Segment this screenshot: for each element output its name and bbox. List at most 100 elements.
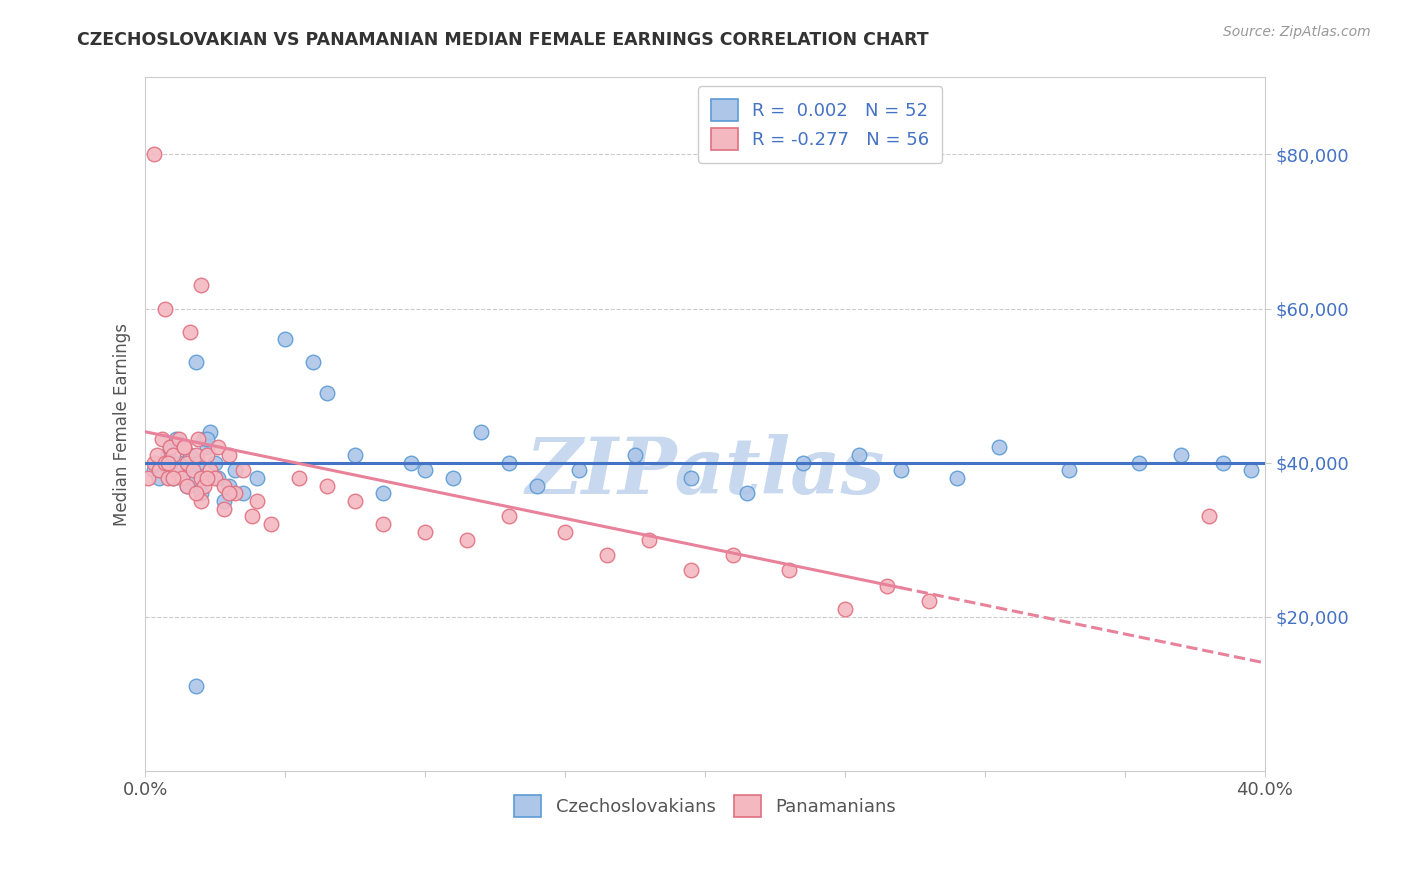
Point (198, 463, 221, 477)
Point (288, 471, 311, 485)
Point (834, 602, 856, 616)
Point (165, 433, 187, 447)
Point (1198, 509, 1220, 524)
Point (224, 486, 246, 500)
Point (162, 471, 184, 485)
Point (1128, 456, 1150, 470)
Point (1212, 456, 1234, 470)
Legend: Czechoslovakians, Panamanians: Czechoslovakians, Panamanians (508, 788, 903, 824)
Point (596, 548, 619, 562)
Point (195, 440, 218, 454)
Point (159, 440, 181, 454)
Point (148, 463, 170, 477)
Point (136, 471, 159, 485)
Point (153, 456, 176, 470)
Point (195, 471, 218, 485)
Point (624, 448, 647, 462)
Point (150, 433, 173, 447)
Text: CZECHOSLOVAKIAN VS PANAMANIAN MEDIAN FEMALE EARNINGS CORRELATION CHART: CZECHOSLOVAKIAN VS PANAMANIAN MEDIAN FEM… (77, 31, 929, 49)
Point (568, 463, 591, 477)
Point (470, 425, 492, 439)
Point (156, 471, 179, 485)
Point (148, 471, 170, 485)
Point (184, 486, 207, 500)
Point (212, 478, 235, 492)
Point (190, 278, 212, 293)
Point (179, 448, 201, 462)
Point (373, 486, 395, 500)
Point (316, 386, 339, 401)
Point (167, 433, 190, 447)
Point (173, 440, 195, 454)
Point (260, 517, 283, 532)
Point (170, 463, 193, 477)
Point (373, 517, 395, 532)
Point (142, 463, 165, 477)
Point (162, 471, 184, 485)
Point (890, 463, 912, 477)
Point (184, 355, 207, 369)
Point (190, 494, 212, 508)
Point (638, 533, 661, 547)
Point (526, 478, 548, 492)
Point (316, 478, 339, 492)
Point (165, 463, 187, 477)
Point (218, 448, 240, 462)
Point (198, 425, 221, 439)
Point (142, 456, 165, 470)
Point (876, 579, 898, 593)
Point (218, 478, 240, 492)
Point (399, 456, 422, 470)
Text: Source: ZipAtlas.com: Source: ZipAtlas.com (1223, 25, 1371, 39)
Point (413, 524, 436, 539)
Point (156, 456, 179, 470)
Point (153, 301, 176, 316)
Point (179, 325, 201, 339)
Point (207, 440, 229, 454)
Point (212, 501, 235, 516)
Point (302, 355, 325, 369)
Point (246, 494, 269, 508)
Point (204, 471, 226, 485)
Point (498, 509, 520, 524)
Point (224, 463, 246, 477)
Point (344, 448, 367, 462)
Point (918, 594, 941, 608)
Point (187, 456, 209, 470)
Point (145, 448, 167, 462)
Point (946, 471, 969, 485)
Point (193, 433, 215, 447)
Point (184, 679, 207, 693)
Point (413, 463, 436, 477)
Point (848, 448, 870, 462)
Point (167, 456, 190, 470)
Point (792, 456, 814, 470)
Point (181, 463, 204, 477)
Point (554, 524, 576, 539)
Point (218, 486, 240, 500)
Point (184, 448, 207, 462)
Point (344, 494, 367, 508)
Point (170, 471, 193, 485)
Point (498, 456, 520, 470)
Point (441, 471, 464, 485)
Point (195, 448, 218, 462)
Point (181, 471, 204, 485)
Point (142, 147, 165, 161)
Point (176, 456, 198, 470)
Point (456, 533, 478, 547)
Point (190, 486, 212, 500)
Point (204, 456, 226, 470)
Point (1057, 463, 1080, 477)
Point (195, 433, 218, 447)
Point (176, 478, 198, 492)
Text: ZIPatlas: ZIPatlas (526, 434, 884, 511)
Point (679, 471, 702, 485)
Point (987, 440, 1010, 454)
Point (246, 471, 269, 485)
Point (679, 563, 702, 577)
Point (153, 456, 176, 470)
Point (190, 471, 212, 485)
Y-axis label: Median Female Earnings: Median Female Earnings (114, 323, 131, 525)
Point (162, 448, 184, 462)
